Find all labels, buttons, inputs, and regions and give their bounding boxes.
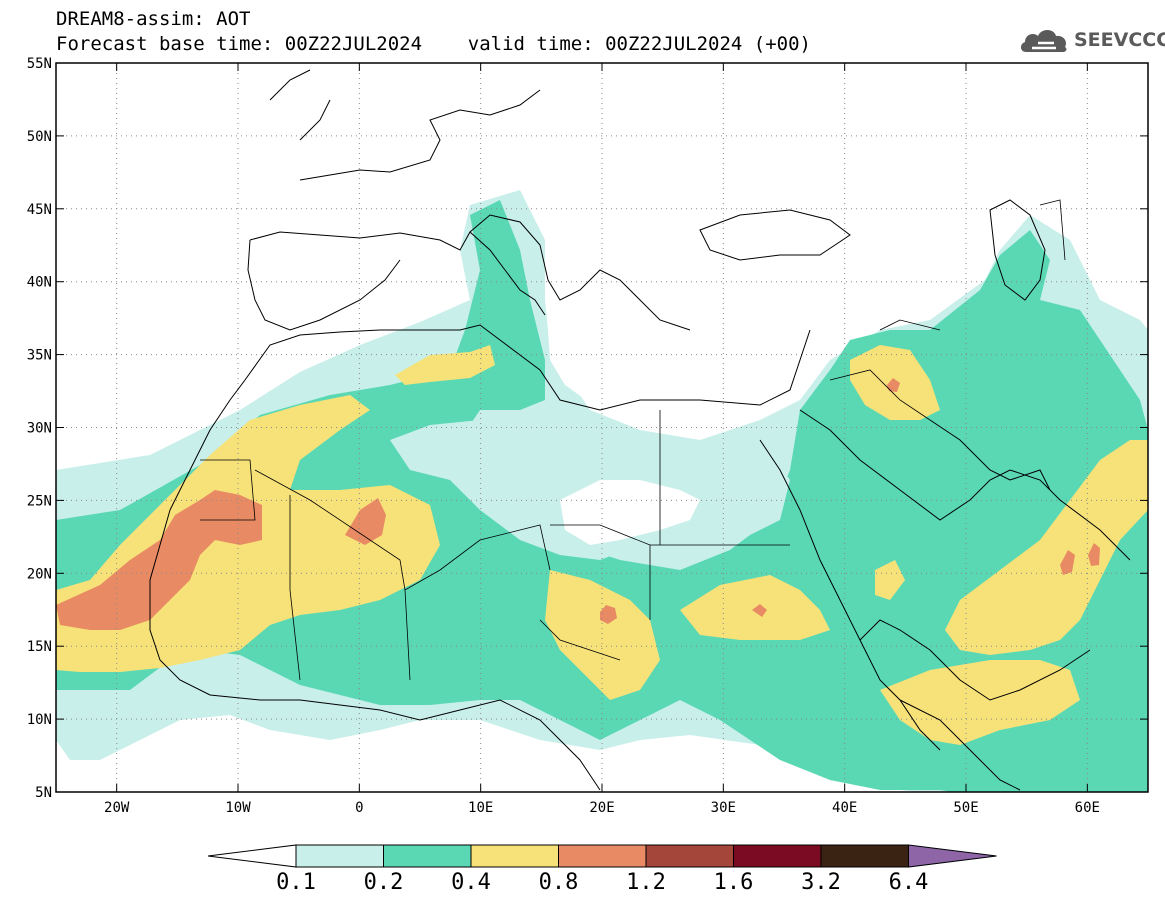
aot-contour-0.8-e: [887, 378, 900, 392]
lon-tick-label: 40E: [832, 800, 857, 816]
lat-tick-label: 25N: [27, 493, 52, 509]
colorbar-segment: [383, 844, 472, 868]
colorbar-label: 1.2: [626, 870, 666, 895]
aot-contour-0.8-g: [1088, 543, 1100, 566]
aot-contour-sahara-clear: [560, 480, 700, 545]
colorbar-arrow-low: [207, 844, 297, 868]
colorbar-segment: [295, 844, 384, 868]
title-line-1: DREAM8-assim: AOT: [56, 8, 251, 30]
colorbar-arrow-high: [908, 844, 997, 868]
lon-tick-labels: 20W 10W 0 10E 20E 30E 40E 50E 60E: [104, 800, 1100, 816]
aot-contour-0.4-c: [545, 570, 660, 700]
colorbar-label: 1.6: [714, 870, 754, 895]
colorbar-segment: [558, 844, 647, 868]
lon-tick-label: 20W: [104, 800, 130, 816]
aot-contour-0.4-i: [875, 560, 905, 600]
aot-contour-0.8: [56, 490, 262, 630]
colorbar-label: 0.4: [451, 870, 491, 895]
logo-text: SEEVCCC: [1074, 29, 1165, 51]
lat-tick-label: 5N: [35, 785, 52, 801]
lon-tick-label: 60E: [1075, 800, 1100, 816]
lon-tick-label: 10W: [225, 800, 251, 816]
lon-tick-label: 30E: [711, 800, 736, 816]
aot-contour-0.8-c: [600, 605, 617, 624]
lat-tick-label: 45N: [27, 202, 52, 218]
aot-contour-med-clear: [548, 320, 800, 415]
lon-tick-label: 20E: [589, 800, 614, 816]
lon-tick-label: 50E: [953, 800, 978, 816]
axis-ticks: [56, 62, 1148, 793]
lat-tick-label: 30N: [27, 421, 52, 437]
colorbar-segment: [645, 844, 734, 868]
lat-tick-label: 50N: [27, 129, 52, 145]
seevccc-logo: SEEVCCC: [1018, 22, 1165, 58]
lat-tick-label: 35N: [27, 348, 52, 364]
lat-tick-labels: 55N 50N 45N 40N 35N 30N 25N 20N 15N 10N 5N: [27, 56, 52, 801]
coastlines: [149, 69, 1131, 791]
cloud-icon: [1020, 30, 1067, 52]
colorbar-label: 3.2: [801, 870, 841, 895]
lat-tick-label: 55N: [27, 56, 52, 72]
colorbar-segment: [820, 844, 909, 868]
aot-contour-0.4-d: [680, 575, 830, 640]
aot-contour-0.8-f: [1060, 550, 1075, 575]
aot-contour-0.8-d: [752, 604, 767, 617]
lon-tick-label: 10E: [468, 800, 493, 816]
colorbar-label: 6.4: [889, 870, 929, 895]
aot-contour-0.8-b: [345, 498, 386, 545]
title-line-2: Forecast base time: 00Z22JUL2024 valid t…: [56, 33, 811, 55]
colorbar: [207, 844, 997, 868]
colorbar-label: 0.1: [276, 870, 316, 895]
gridlines: [56, 63, 1148, 792]
lat-tick-label: 10N: [27, 712, 52, 728]
lat-tick-label: 20N: [27, 566, 52, 582]
colorbar-segment: [733, 844, 822, 868]
colorbar-labels: 0.1 0.2 0.4 0.8 1.2 1.6 3.2 6.4: [276, 870, 928, 895]
aot-contour-0.4-g: [945, 440, 1148, 655]
aot-contour-0.4-f: [880, 660, 1080, 745]
lat-tick-label: 15N: [27, 639, 52, 655]
lat-tick-label: 40N: [27, 275, 52, 291]
colorbar-label: 0.2: [364, 870, 404, 895]
colorbar-segment: [470, 844, 559, 868]
colorbar-label: 0.8: [539, 870, 579, 895]
lon-tick-label: 0: [355, 800, 363, 816]
aot-contour-0.4-h: [395, 345, 495, 385]
